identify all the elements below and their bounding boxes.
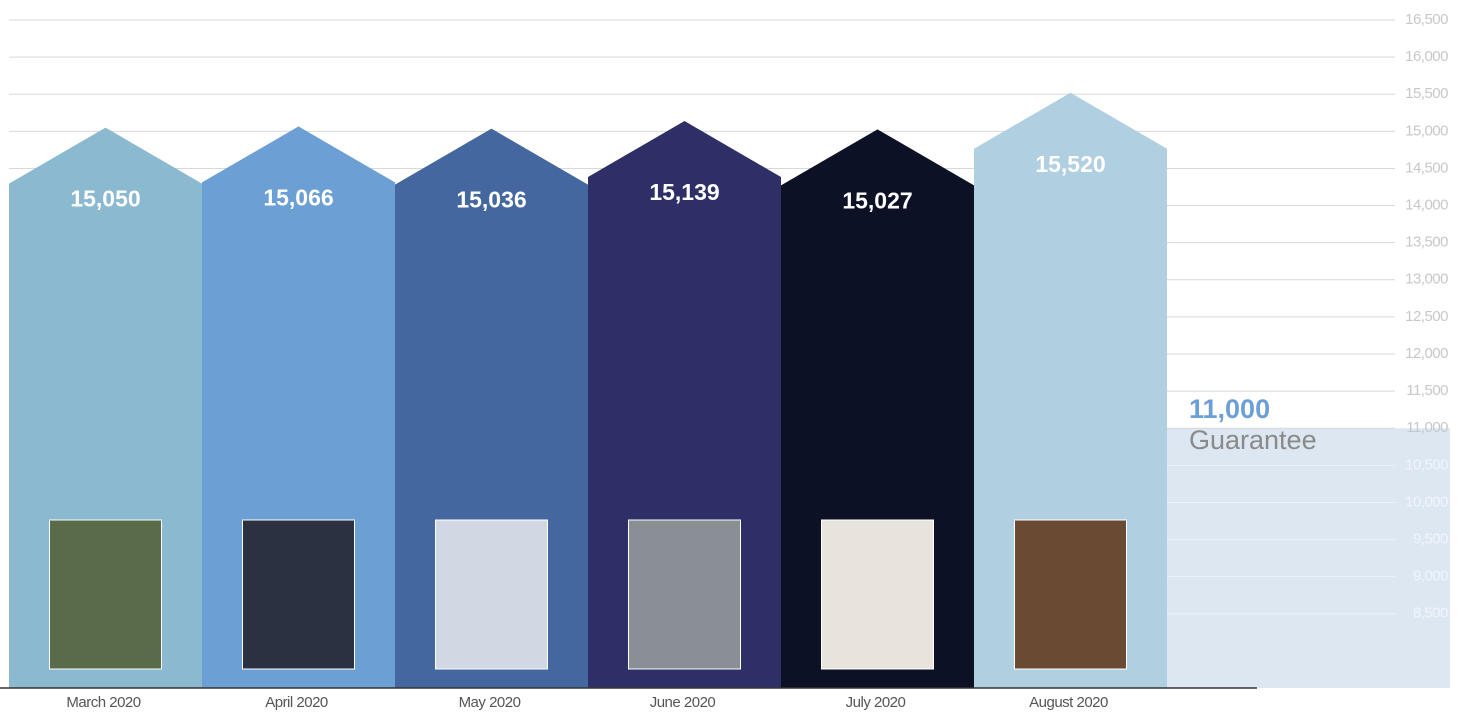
x-tick-label: July 2020 [846,694,906,711]
value-label: 15,520 [1035,151,1105,177]
y-tick-label: 12,000 [1405,345,1448,362]
value-label: 15,036 [456,187,526,213]
magazine-cover [243,520,355,669]
y-tick-label: 16,000 [1405,48,1448,65]
value-label: 15,139 [649,179,719,205]
guarantee-text: Guarantee [1189,425,1317,455]
y-tick-label: 10,500 [1405,456,1448,473]
magazine-cover [629,520,741,669]
value-label: 15,027 [842,187,912,213]
y-tick-label: 14,500 [1405,159,1448,176]
magazine-cover [50,520,162,669]
x-tick-label: May 2020 [459,694,521,711]
y-tick-label: 11,500 [1406,382,1448,399]
y-tick-label: 15,500 [1405,85,1448,102]
x-tick-label: April 2020 [265,694,328,711]
y-tick-label: 13,500 [1405,234,1448,251]
x-tick-label: August 2020 [1029,694,1108,711]
y-tick-label: 9,500 [1413,531,1448,548]
x-tick-label: June 2020 [650,694,716,711]
value-label: 15,066 [263,185,333,211]
magazine-cover [822,520,934,669]
y-tick-label: 9,000 [1413,568,1448,585]
y-tick-label: 14,000 [1405,197,1448,214]
y-tick-label: 15,000 [1405,122,1448,139]
y-tick-label: 16,500 [1405,11,1448,28]
magazine-cover [436,520,548,669]
guarantee-value: 11,000 [1189,394,1270,424]
y-tick-label: 13,000 [1405,271,1448,288]
chart: 8,500 9,000 9,500 10,000 10,500 11,000 11,500 1… [0,0,1462,715]
value-label: 15,050 [70,186,140,212]
y-tick-label: 10,000 [1405,493,1448,510]
y-tick-label: 11,000 [1406,419,1448,436]
magazine-cover [1015,520,1127,669]
y-tick-label: 12,500 [1405,308,1448,325]
y-tick-label: 8,500 [1413,605,1448,622]
x-tick-label: March 2020 [66,694,140,711]
